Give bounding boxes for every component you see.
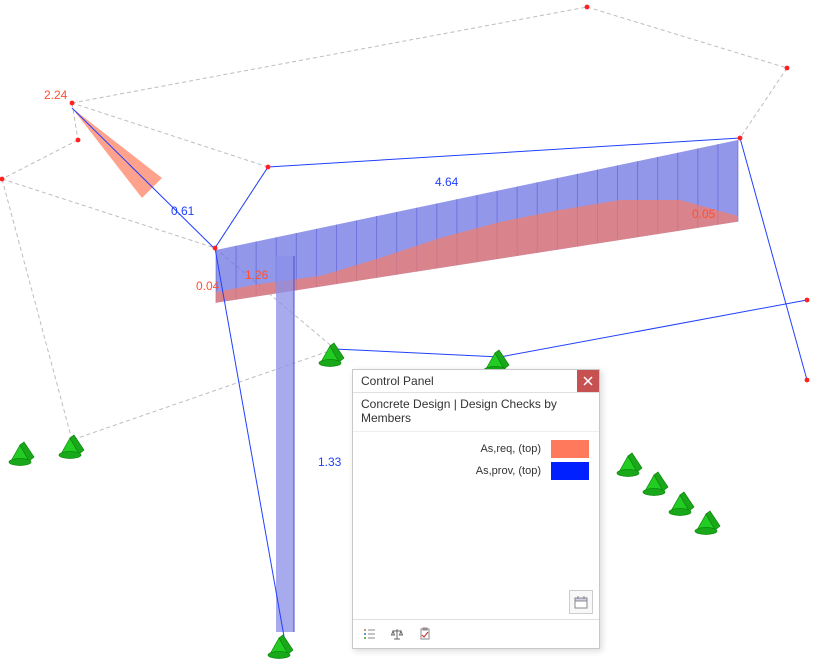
list-icon <box>362 627 376 641</box>
control-panel-footer <box>353 619 599 648</box>
close-icon <box>583 376 593 386</box>
value-annotation: 1.33 <box>318 455 341 469</box>
calendar-button[interactable] <box>569 590 593 614</box>
legend-row-req: As,req, (top) <box>363 440 589 458</box>
balance-icon <box>390 627 404 641</box>
legend-row-prov: As,prov, (top) <box>363 462 589 480</box>
control-panel-title: Control Panel <box>361 374 577 388</box>
value-annotation: 2.24 <box>44 88 67 102</box>
control-panel-close-button[interactable] <box>577 370 599 392</box>
control-panel-titlebar[interactable]: Control Panel <box>353 370 599 393</box>
value-annotation: 1.26 <box>245 268 268 282</box>
value-annotation: 0.04 <box>196 279 219 293</box>
balance-view-button[interactable] <box>385 622 409 646</box>
control-panel-subtitle: Concrete Design | Design Checks by Membe… <box>353 393 599 432</box>
value-annotation: 0.05 <box>692 207 715 221</box>
control-panel[interactable]: Control Panel Concrete Design | Design C… <box>352 369 600 649</box>
legend-swatch-req <box>551 440 589 458</box>
legend-swatch-prov <box>551 462 589 480</box>
clipboard-icon <box>418 627 432 641</box>
value-annotation: 0.61 <box>171 204 194 218</box>
legend-label-req: As,req, (top) <box>480 443 541 455</box>
control-panel-body: As,req, (top) As,prov, (top) <box>353 432 599 619</box>
value-annotation: 4.64 <box>435 175 458 189</box>
legend-label-prov: As,prov, (top) <box>476 465 541 477</box>
clipboard-button[interactable] <box>413 622 437 646</box>
list-view-button[interactable] <box>357 622 381 646</box>
calendar-icon <box>574 595 588 609</box>
